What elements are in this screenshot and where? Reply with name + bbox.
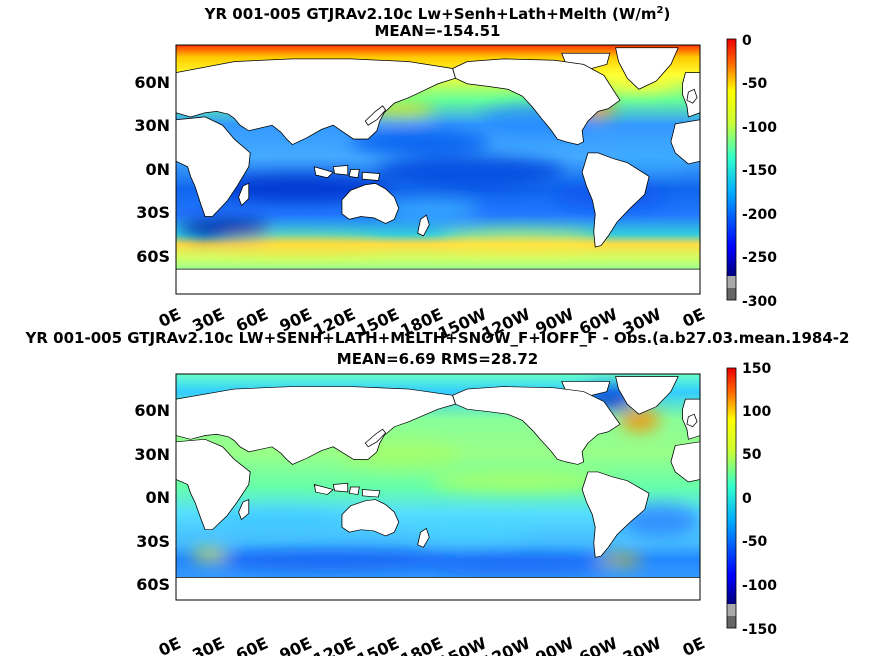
x-tick-label: 60W [576,304,621,338]
map1-cbar-label: -150 [742,163,777,179]
map2-colorbar: 150 100 50 0 -50 -100 -150 [726,361,777,638]
map2-colorbar-under [727,604,736,616]
map2-frame [175,373,701,601]
map2-y-tick-labels: 60N 30N 0N 30S 60S [134,401,170,594]
map1-cbar-label: -100 [742,120,777,136]
x-tick-label: 120E [310,304,358,340]
x-tick-label: 90W [532,304,577,338]
map2-cbar-label: 150 [742,361,771,377]
map1-colorbar-frame [726,38,737,301]
map1-ytick-label: 60S [136,247,170,266]
map1-cbar-label: -300 [742,294,777,310]
map1-title: YR 001-005 GTJRAv2.10c Lw+Senh+Lath+Melt… [204,5,671,23]
map2-cbar-label: -100 [742,578,777,594]
map1-colorbar-under [727,276,736,288]
x-tick-label: 150W [435,633,490,656]
x-tick-label: 60E [233,304,271,335]
map1-cbar-label: 0 [742,33,752,49]
map2-colorbar-gradient [727,368,736,604]
x-tick-label: 0E [680,633,708,656]
x-tick-label: 30E [189,304,227,335]
x-tick-label: 120W [479,633,534,656]
map2-cbar-label: -150 [742,622,777,638]
map2-colorbar-frame [726,367,737,629]
map2-ytick-label: 30N [134,445,170,464]
map2-cbar-label: 50 [742,447,762,463]
x-tick-label: 150E [354,633,402,656]
map1-cbar-label: -50 [742,76,768,92]
map2-ytick-label: 0N [145,488,170,507]
map2-subtitle: MEAN=6.69 RMS=28.72 [336,350,539,368]
x-tick-label: 120W [479,304,534,343]
map1-frame [175,44,701,295]
x-tick-label: 0E [680,304,708,331]
map2-cbar-label: 100 [742,404,771,420]
map2-cbar-label: 0 [742,491,752,507]
map2-ytick-label: 60N [134,401,170,420]
map1-flux-anomalies [180,68,690,251]
map1-colorbar-gradient [727,39,736,276]
x-tick-label: 60E [233,633,271,656]
x-tick-label: 90E [277,633,315,656]
map1-colorbar: 0 -50 -100 -150 -200 -250 -300 [726,33,777,310]
x-tick-label: 30W [620,633,665,656]
map2-cbar-label: -50 [742,534,768,550]
map2-ytick-label: 30S [136,532,170,551]
map1-ytick-label: 0N [145,160,170,179]
map2-panel: 60N 30N 0N 30S 60S 0E 30E 60E 90E120E150E18… [134,361,777,656]
x-tick-label: 90E [277,304,315,335]
x-tick-label: 90W [532,633,577,656]
map1-cbar-label: -200 [742,207,777,223]
x-tick-label: 150E [354,304,402,340]
x-tick-label: 30E [189,633,227,656]
map1-cbar-label: -250 [742,250,777,266]
map1-panel: 60N 30N 0N 30S 60S 0E 30E 60E 90E120E150E18… [134,33,777,343]
map2-field [176,374,700,600]
map1-y-tick-labels: 60N 30N 0N 30S 60S [134,73,170,266]
map2-title: YR 001-005 GTJRAv2.10c LW+SENH+LATH+MELT… [25,329,850,347]
map1-ytick-label: 30S [136,203,170,222]
map1-colorbar-under2 [727,288,736,300]
map1-ytick-label: 60N [134,73,170,92]
map2-ytick-label: 60S [136,575,170,594]
map1-ytick-label: 30N [134,116,170,135]
map2-colorbar-under2 [727,616,736,628]
x-tick-label: 60W [576,633,621,656]
x-tick-label: 0E [156,304,184,331]
x-tick-label: 30W [620,304,665,338]
x-tick-label: 0E [156,633,184,656]
map1-field [176,45,700,294]
x-tick-label: 120E [310,633,358,656]
map1-subtitle: MEAN=-154.51 [374,22,501,40]
